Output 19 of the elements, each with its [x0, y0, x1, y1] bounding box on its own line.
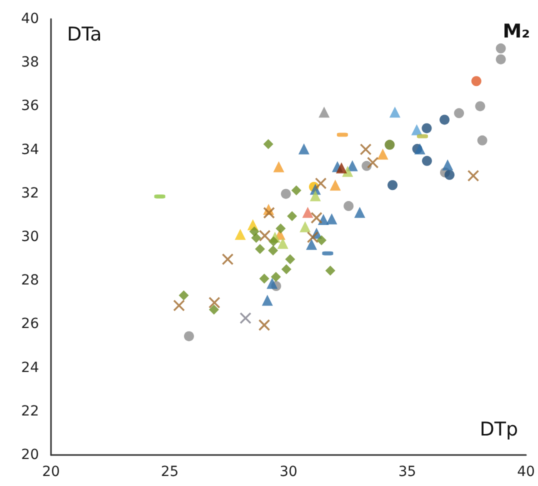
y-tick-label: 40 — [21, 11, 39, 27]
y-tick-label: 36 — [21, 98, 40, 114]
y-tick-label: 22 — [21, 403, 39, 420]
x-axis-title: DTp — [480, 418, 518, 440]
y-tick-label: 34 — [21, 142, 40, 158]
x-tick-label: 30 — [280, 464, 298, 480]
y-axis-title: DTa — [67, 24, 102, 46]
x-tick-label: 20 — [42, 464, 60, 480]
chart-title: M₂ — [502, 20, 530, 42]
x-tick-label: 25 — [160, 464, 179, 480]
y-tick-label: 24 — [21, 360, 40, 376]
x-tick-label: 35 — [398, 464, 416, 480]
y-tick-label: 30 — [21, 229, 39, 245]
y-tick-label: 20 — [21, 447, 39, 463]
y-tick-label: 38 — [21, 54, 39, 71]
y-tick-label: 28 — [21, 272, 39, 289]
y-tick-label: 32 — [21, 185, 39, 202]
x-tick-label: 40 — [517, 464, 535, 480]
y-tick-label: 26 — [21, 316, 40, 332]
